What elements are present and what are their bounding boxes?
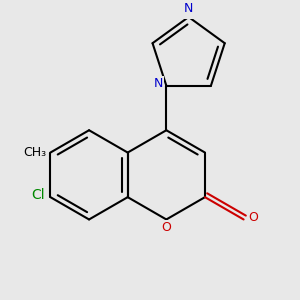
Text: N: N — [154, 77, 163, 90]
Text: N: N — [184, 2, 193, 15]
Text: O: O — [161, 221, 171, 234]
Text: O: O — [248, 211, 258, 224]
Text: Cl: Cl — [31, 188, 45, 202]
Text: CH₃: CH₃ — [23, 146, 46, 159]
